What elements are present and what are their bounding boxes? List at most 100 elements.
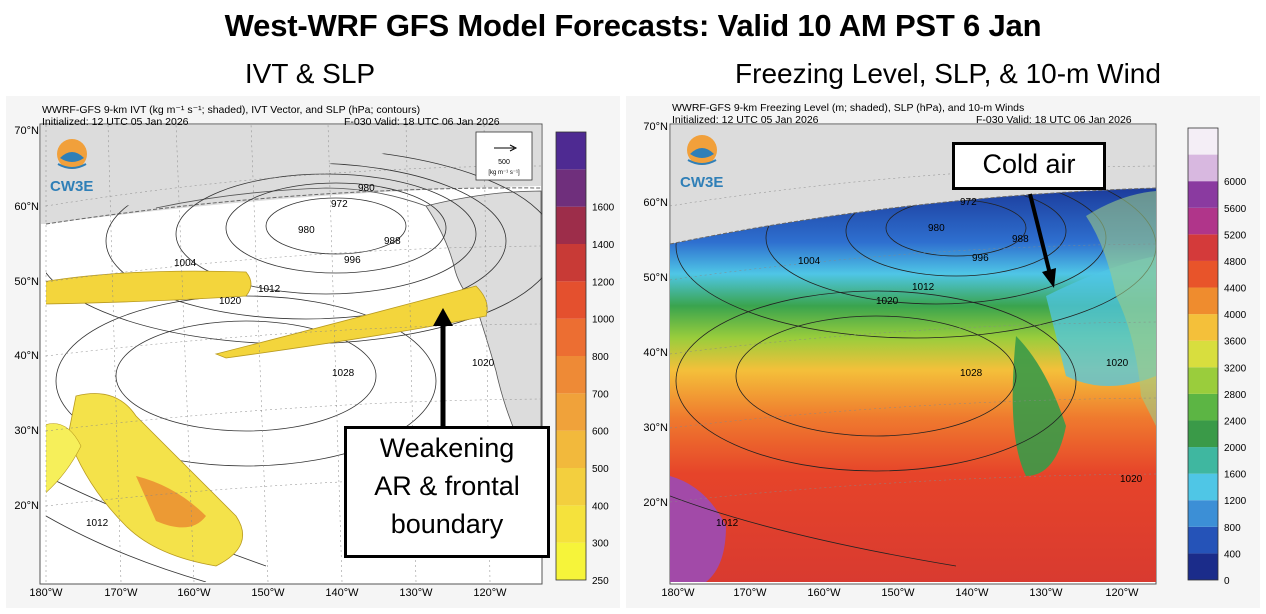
north-america-land	[1086, 191, 1156, 426]
graticule	[45, 123, 543, 583]
slp-contours	[670, 188, 1156, 567]
slp-label: 1012	[86, 518, 109, 529]
colorbar-swatch	[1188, 340, 1218, 368]
colorbar-swatch	[1188, 553, 1218, 580]
slp-label: 996	[972, 253, 989, 264]
colorbar-swatch	[1188, 154, 1218, 182]
lon-label: 160°W	[177, 587, 211, 599]
colorbar-swatch	[556, 318, 586, 356]
colorbar-swatch	[1188, 260, 1218, 288]
lon-label: 140°W	[955, 587, 989, 599]
lat-labels: 70°N 60°N 50°N 40°N 30°N 20°N	[14, 125, 39, 512]
north-america-land	[425, 190, 542, 478]
colorbar-swatch	[556, 244, 586, 282]
lon-label: 130°W	[1029, 587, 1063, 599]
ivt-tropical-core	[136, 476, 206, 528]
domain-boundary	[669, 187, 1157, 245]
colorbar-label: 3600	[1224, 337, 1247, 348]
lat-label: 50°N	[643, 272, 668, 284]
lat-label: 70°N	[643, 121, 668, 133]
colorbar-swatch	[556, 281, 586, 319]
colorbar-label: 300	[592, 539, 609, 550]
ar-plume-west	[46, 270, 252, 305]
weakening-ar-callout: Weakening AR & frontal boundary	[344, 426, 550, 558]
cold-air-callout: Cold air	[952, 142, 1106, 190]
colorbar-swatch	[556, 169, 586, 207]
colorbar-swatch	[1188, 393, 1218, 421]
lon-label: 150°W	[251, 587, 285, 599]
vector-reference-box	[475, 131, 533, 181]
ivt-slp-map-panel: 980 972 980 988 996 1004 1012 1020 1028 …	[6, 96, 620, 608]
land-north	[41, 125, 541, 224]
colorbar-label: 1600	[592, 203, 615, 214]
colorbar-label: 1600	[1224, 470, 1247, 481]
slp-label: 996	[344, 255, 361, 266]
colorbar-swatch	[1188, 234, 1218, 261]
callout-line: Weakening	[379, 433, 515, 463]
colorbar-swatch	[1188, 500, 1218, 527]
colorbar-swatch	[556, 356, 586, 394]
vector-reference-value: 500	[498, 159, 510, 166]
freezing-level-colorbar: 0 400 800 1200 1600 2000 2400 2800 3200 3600 4000 4…	[1187, 127, 1247, 587]
colorbar-label: 0	[1224, 576, 1230, 587]
slp-label: 988	[1012, 234, 1029, 245]
slp-label: 1020	[219, 296, 242, 307]
lat-label: 20°N	[643, 497, 668, 509]
lon-label: 170°W	[733, 587, 767, 599]
colorbar-label: 5600	[1224, 204, 1247, 215]
logo-text: CW3E	[50, 178, 94, 195]
colorbar-label: 800	[1224, 523, 1241, 534]
valid-time: F-030 Valid: 18 UTC 06 Jan 2026	[976, 114, 1132, 126]
lon-labels: 180°W 170°W 160°W 150°W 140°W 130°W 120°…	[661, 587, 1139, 599]
ivt-colorbar: 250 300 400 500 600 700 800 1000 1200 1400 1600	[555, 131, 615, 587]
colorbar-label: 6000	[1224, 177, 1247, 188]
ivt-tropical-region	[67, 393, 244, 567]
colorbar-swatch	[1188, 367, 1218, 394]
logo-text: CW3E	[680, 174, 724, 191]
colorbar-swatch	[556, 430, 586, 468]
slp-label: 1020	[876, 296, 899, 307]
vector-reference-units: [kg m⁻¹ s⁻¹]	[488, 170, 520, 176]
lon-label: 120°W	[473, 587, 507, 599]
colorbar-label: 5200	[1224, 230, 1247, 241]
slp-label: 1004	[174, 258, 197, 269]
colorbar-swatch	[1188, 128, 1218, 155]
colorbar-label: 2800	[1224, 390, 1247, 401]
graticule	[669, 165, 1157, 503]
page-title: West-WRF GFS Model Forecasts: Valid 10 A…	[224, 8, 1042, 43]
slp-label: 1012	[912, 282, 935, 293]
colorbar-label: 800	[592, 352, 609, 363]
lon-label: 150°W	[881, 587, 915, 599]
slp-label: 1028	[960, 368, 983, 379]
slp-label: 1012	[716, 518, 739, 529]
colorbar-swatch	[556, 468, 586, 506]
lat-label: 20°N	[14, 500, 39, 512]
lat-label: 50°N	[14, 276, 39, 288]
lon-label: 130°W	[399, 587, 433, 599]
lat-label: 60°N	[643, 197, 668, 209]
alaska-coast	[155, 187, 427, 209]
init-time: Initialized: 12 UTC 05 Jan 2026	[42, 116, 189, 128]
slp-label: 980	[298, 225, 315, 236]
lon-label: 160°W	[807, 587, 841, 599]
colorbar-label: 4400	[1224, 284, 1247, 295]
colorbar-label: 250	[592, 576, 609, 587]
colorbar-label: 500	[592, 464, 609, 475]
colorbar-label: 4000	[1224, 310, 1247, 321]
colorbar-swatch	[1188, 447, 1218, 474]
colorbar-swatch	[1188, 420, 1218, 448]
right-panel-heading: Freezing Level, SLP, & 10-m Wind	[735, 58, 1161, 89]
slp-label: 1020	[472, 358, 495, 369]
colorbar-label: 1000	[592, 315, 615, 326]
slp-labels: 980 972 980 988 996 1004 1012 1020 1028 …	[86, 183, 495, 529]
slp-label: 972	[960, 197, 977, 208]
colorbar-label: 3200	[1224, 363, 1247, 374]
colorbar-label: 700	[592, 389, 609, 400]
slp-label: 980	[358, 183, 375, 194]
colorbar-label: 400	[1224, 549, 1241, 560]
ivt-west-patch	[46, 423, 82, 497]
colorbar-swatch	[1188, 473, 1218, 501]
slp-label: 1020	[1120, 474, 1143, 485]
lat-label: 40°N	[14, 350, 39, 362]
slp-label: 1012	[258, 284, 281, 295]
